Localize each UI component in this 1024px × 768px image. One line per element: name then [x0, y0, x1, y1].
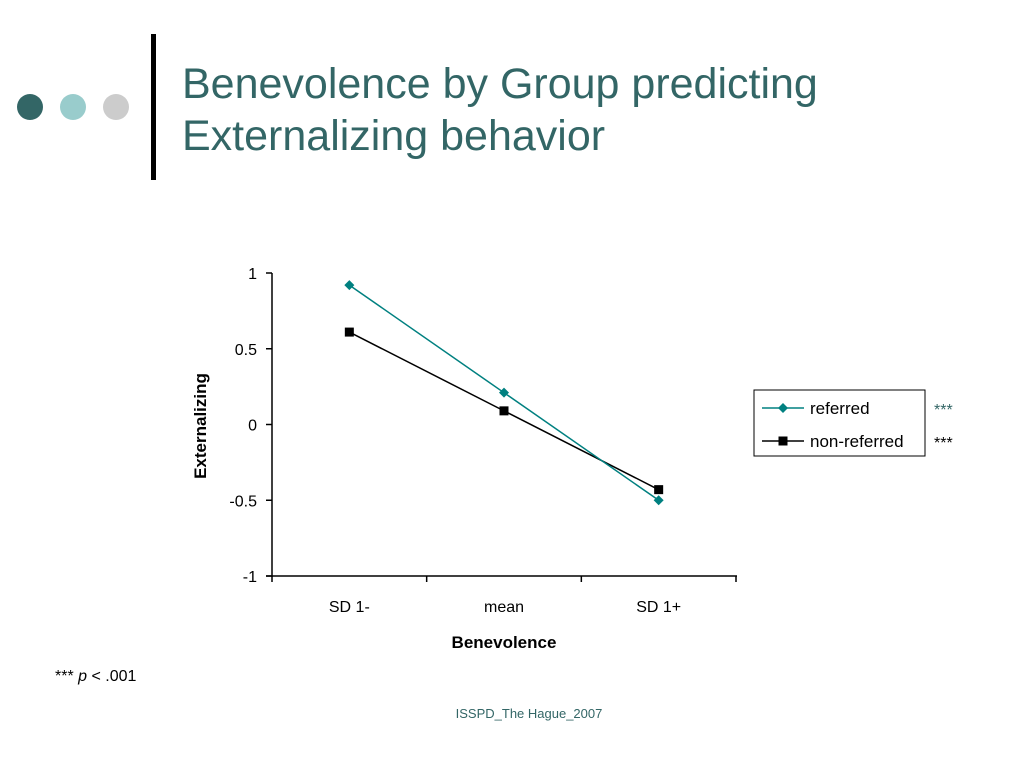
significance-stars: *** — [934, 435, 953, 452]
y-tick-label: -1 — [243, 569, 257, 586]
title-line-2: Externalizing behavior — [182, 112, 606, 160]
x-tick-label: SD 1- — [329, 599, 370, 616]
footnote-threshold: < .001 — [91, 668, 137, 685]
data-point — [499, 387, 509, 398]
slide-title: Benevolence by Group predicting External… — [182, 58, 818, 162]
legend-marker — [778, 403, 788, 413]
footnote-stars: *** — [55, 668, 74, 685]
series-non-referred — [344, 327, 664, 495]
legend: referred *** non-referred *** — [753, 389, 953, 457]
data-point — [344, 280, 355, 291]
decor-dot-light — [60, 94, 86, 120]
y-tick-label: -0.5 — [229, 493, 257, 510]
y-tick-label: 0 — [248, 418, 257, 435]
legend-marker — [778, 436, 788, 446]
legend-label: non-referred — [810, 432, 904, 451]
data-point — [344, 327, 354, 337]
title-divider — [151, 34, 156, 180]
y-tick-label: 1 — [248, 266, 257, 283]
title-line-1: Benevolence by Group predicting — [182, 60, 818, 108]
x-tick-label: SD 1+ — [636, 599, 681, 616]
footnote: *** p < .001 — [55, 668, 136, 686]
data-point — [653, 495, 664, 506]
y-axis-label: Externalizing — [191, 373, 210, 479]
x-axis-label: Benevolence — [452, 633, 557, 652]
data-point — [654, 485, 664, 495]
significance-stars: *** — [934, 402, 953, 419]
footer: ISSPD_The Hague_2007 — [455, 706, 603, 721]
decor-dot-dark — [17, 94, 43, 120]
footnote-p: p — [78, 668, 88, 685]
data-point — [499, 406, 509, 416]
x-tick-label: mean — [484, 599, 524, 616]
decor-dot-gray — [103, 94, 129, 120]
series-referred — [344, 280, 664, 506]
legend-label: referred — [810, 399, 870, 418]
y-tick-label: 0.5 — [235, 342, 257, 359]
